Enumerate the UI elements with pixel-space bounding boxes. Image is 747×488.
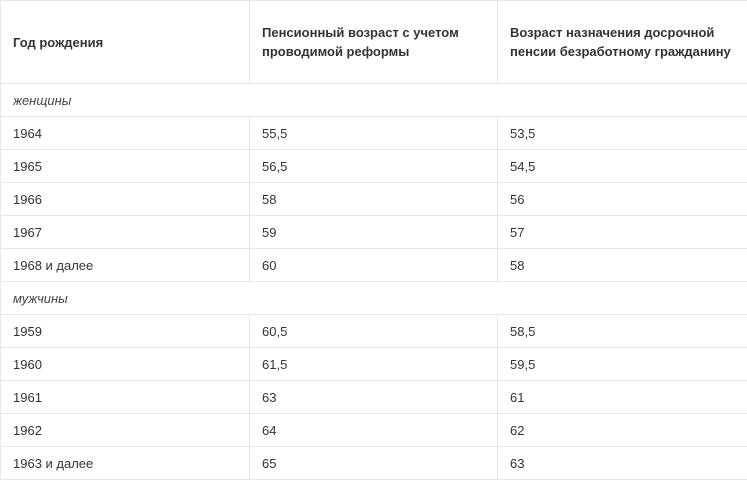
cell-early-pension-age: 57	[497, 215, 747, 249]
table-row: 1965 56,5 54,5	[0, 149, 747, 183]
table-row: 1959 60,5 58,5	[0, 314, 747, 348]
cell-birth-year: 1967	[0, 215, 250, 249]
cell-pension-age: 59	[249, 215, 498, 249]
cell-pension-age: 58	[249, 182, 498, 216]
cell-early-pension-age: 56	[497, 182, 747, 216]
section-row-men: мужчины	[0, 281, 747, 315]
cell-birth-year: 1962	[0, 413, 250, 447]
cell-pension-age: 63	[249, 380, 498, 414]
cell-early-pension-age: 63	[497, 446, 747, 480]
cell-birth-year: 1961	[0, 380, 250, 414]
cell-birth-year: 1964	[0, 116, 250, 150]
cell-early-pension-age: 62	[497, 413, 747, 447]
cell-early-pension-age: 58	[497, 248, 747, 282]
cell-birth-year: 1965	[0, 149, 250, 183]
cell-birth-year: 1959	[0, 314, 250, 348]
cell-pension-age: 56,5	[249, 149, 498, 183]
table-row: 1960 61,5 59,5	[0, 347, 747, 381]
header-birth-year: Год рождения	[0, 0, 250, 84]
cell-early-pension-age: 54,5	[497, 149, 747, 183]
cell-pension-age: 60	[249, 248, 498, 282]
cell-pension-age: 65	[249, 446, 498, 480]
cell-pension-age: 61,5	[249, 347, 498, 381]
cell-birth-year: 1966	[0, 182, 250, 216]
header-pension-age: Пенсионный возраст с учетом проводимой р…	[249, 0, 498, 84]
cell-pension-age: 60,5	[249, 314, 498, 348]
cell-early-pension-age: 53,5	[497, 116, 747, 150]
cell-early-pension-age: 61	[497, 380, 747, 414]
cell-birth-year: 1960	[0, 347, 250, 381]
cell-pension-age: 64	[249, 413, 498, 447]
table-row: 1963 и далее 65 63	[0, 446, 747, 480]
section-label-women: женщины	[0, 83, 747, 117]
table-row: 1967 59 57	[0, 215, 747, 249]
cell-birth-year: 1963 и далее	[0, 446, 250, 480]
cell-early-pension-age: 59,5	[497, 347, 747, 381]
table-row: 1964 55,5 53,5	[0, 116, 747, 150]
cell-pension-age: 55,5	[249, 116, 498, 150]
header-row: Год рождения Пенсионный возраст с учетом…	[0, 0, 747, 84]
cell-early-pension-age: 58,5	[497, 314, 747, 348]
table-row: 1966 58 56	[0, 182, 747, 216]
header-early-pension-age: Возраст назначения досрочной пенсии безр…	[497, 0, 747, 84]
section-label-men: мужчины	[0, 281, 747, 315]
table-row: 1961 63 61	[0, 380, 747, 414]
cell-birth-year: 1968 и далее	[0, 248, 250, 282]
table-row: 1962 64 62	[0, 413, 747, 447]
table-row: 1968 и далее 60 58	[0, 248, 747, 282]
section-row-women: женщины	[0, 83, 747, 117]
